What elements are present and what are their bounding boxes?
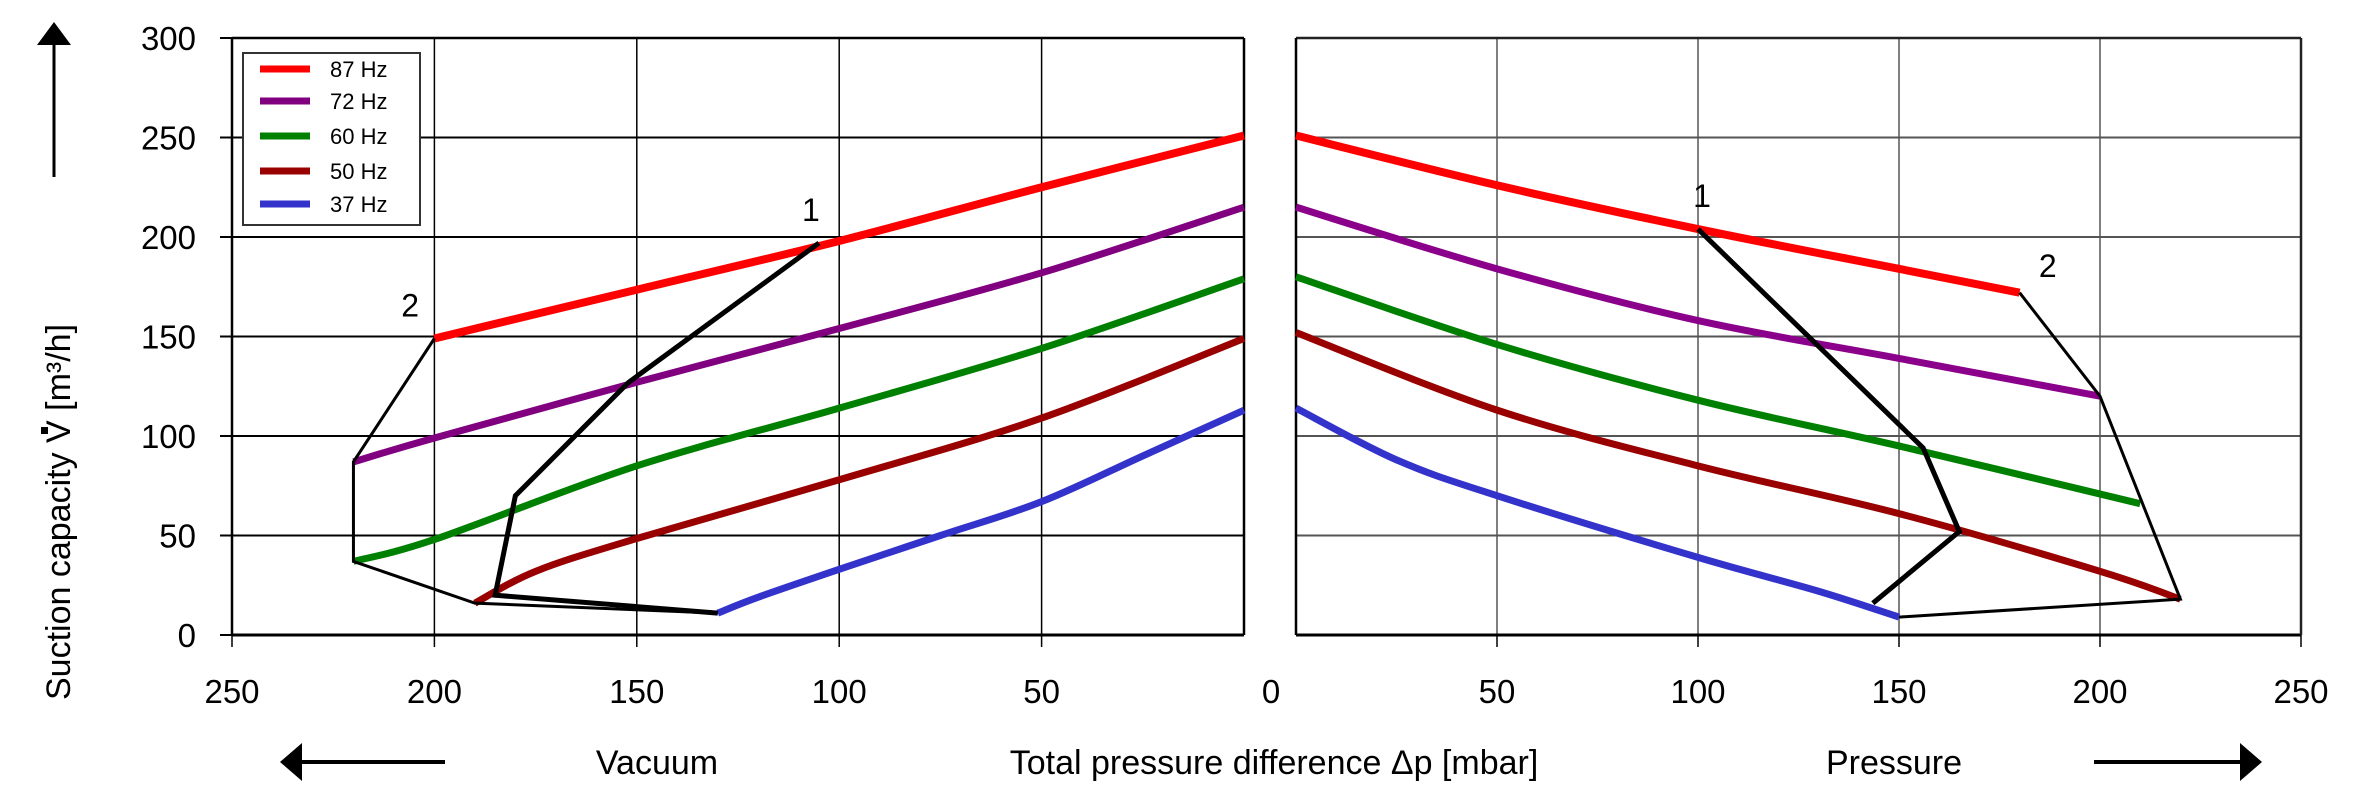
y-tick-label: 50	[159, 518, 196, 555]
x-axis-title-group: Vacuum Total pressure difference Δp [mba…	[280, 743, 2262, 782]
series-line-50hz	[1294, 329, 2182, 603]
x-tick-label: 150	[609, 673, 664, 710]
pressure-label: Pressure	[1826, 744, 1962, 782]
legend-label: 87 Hz	[330, 57, 387, 82]
series-line-50hz	[473, 335, 1246, 607]
y-tick-label: 250	[141, 120, 196, 157]
legend-label: 72 Hz	[330, 89, 387, 114]
x-tick-label: 250	[204, 673, 259, 710]
limit-line-1	[492, 240, 821, 616]
limit-label-1: 1	[802, 192, 820, 228]
y-axis-title-group: Suction capacity V [m³/h]	[37, 22, 78, 700]
y-axis-title: Suction capacity V [m³/h]	[40, 324, 78, 700]
series-line-87hz	[433, 131, 1245, 343]
y-axis: 0 50 100 150 200 250 300	[141, 20, 232, 654]
limit-label-2: 2	[401, 288, 419, 324]
flow-rate-dot	[41, 427, 48, 434]
x-tick-label: 50	[1023, 673, 1060, 710]
up-arrow-icon	[37, 22, 71, 45]
right-arrow-icon	[2240, 743, 2262, 781]
pressure-plot: 50 100 150 200 250 1 2	[1294, 36, 2329, 710]
x-tick-label: 100	[812, 673, 867, 710]
legend-label: 37 Hz	[330, 192, 387, 217]
series-line-37hz	[716, 406, 1246, 617]
x-axis-title: Total pressure difference Δp [mbar]	[1010, 744, 1539, 782]
y-tick-label: 200	[141, 219, 196, 256]
x-tick-label-zero: 0	[1262, 673, 1280, 710]
y-tick-label: 100	[141, 418, 196, 455]
legend: 87 Hz 72 Hz 60 Hz 50 Hz 37 Hz	[242, 52, 421, 226]
left-arrow-icon	[280, 743, 302, 781]
y-tick-label: 0	[178, 617, 196, 654]
limit-line-1	[1696, 227, 1963, 606]
legend-label: 50 Hz	[330, 159, 387, 184]
series-line-60hz	[352, 275, 1246, 565]
series-line-37hz	[1294, 405, 1901, 621]
x-tick-label: 200	[407, 673, 462, 710]
limit-label-1: 1	[1693, 178, 1711, 214]
legend-label: 60 Hz	[330, 124, 387, 149]
y-tick-label: 300	[141, 20, 196, 57]
limit-line-2	[1898, 291, 2183, 619]
series-line-72hz	[352, 203, 1246, 466]
series-line-87hz	[1295, 131, 2021, 297]
series-line-72hz	[1294, 203, 2101, 400]
limit-line-2	[351, 337, 718, 615]
vacuum-label: Vacuum	[596, 744, 718, 782]
x-tick-label: 50	[1479, 673, 1516, 710]
y-tick-label: 150	[141, 319, 196, 356]
x-tick-label: 200	[2072, 673, 2127, 710]
vacuum-plot: 250 200 150 100 50 1 2	[204, 36, 1246, 710]
x-tick-label: 100	[1670, 673, 1725, 710]
limit-label-2: 2	[2039, 248, 2057, 284]
x-tick-label: 250	[2273, 673, 2328, 710]
series-line-60hz	[1294, 273, 2142, 508]
x-tick-label: 150	[1871, 673, 1926, 710]
